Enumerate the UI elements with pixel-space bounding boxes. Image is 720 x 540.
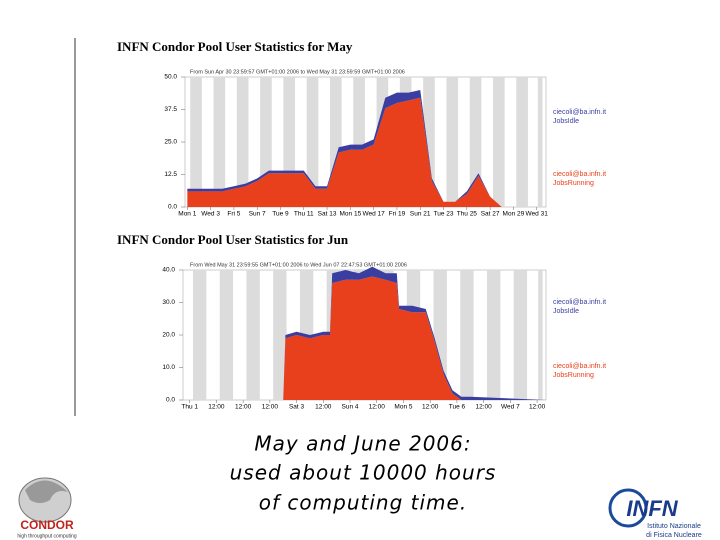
band [538, 270, 543, 400]
band [469, 77, 482, 207]
x-tick-label: Sat 27 [481, 211, 500, 218]
band [353, 77, 365, 207]
legend-entry: ciecoli@ba.infn.it JobsIdle [553, 299, 607, 315]
x-tick-label: 12:00 [422, 404, 439, 411]
x-tick-label: Wed 31 [526, 211, 549, 218]
x-tick-label: Wed 17 [363, 211, 386, 218]
y-tick-label: 12.5 [164, 171, 177, 178]
band [446, 77, 459, 207]
x-tick-label: Mon 15 [340, 211, 362, 218]
x-tick-label: Wed 7 [501, 404, 520, 411]
band [513, 270, 528, 400]
y-tick-label: 30.0 [162, 299, 175, 306]
y-tick-label: 25.0 [164, 139, 177, 146]
band [283, 77, 296, 207]
band [537, 77, 543, 207]
legend-entry: ciecoli@ba.infn.it JobsRunning [553, 363, 607, 379]
legend-entry: ciecoli@ba.infn.it JobsRunning [553, 171, 607, 187]
logo-text: CONDOR [20, 518, 74, 532]
x-tick-label: 12:00 [476, 404, 493, 411]
chart-title: INFN Condor Pool User Statistics for Jun [117, 232, 349, 247]
logo-text: high throughput computing [17, 533, 76, 539]
caption: used about 10000 hours [230, 461, 497, 485]
chart-subtitle: From Wed May 31 23:59:55 GMT+01:00 2006 … [190, 262, 407, 268]
x-tick-label: Thu 25 [457, 211, 478, 218]
area [187, 90, 537, 207]
band [260, 77, 272, 207]
x-tick-label: Fri 5 [227, 211, 240, 218]
x-tick-label: Sun 4 [342, 404, 359, 411]
caption: of computing time. [259, 491, 467, 515]
logo-text: INFN [626, 496, 678, 521]
band [213, 77, 226, 207]
chart-subtitle: From Sun Apr 30 23:59:57 GMT+01:00 2006 … [190, 69, 405, 75]
condor-logo: CONDOR high throughput computing [17, 477, 77, 539]
logo-text: di Fisica Nucleare [646, 532, 702, 539]
legend-entry: ciecoli@ba.infn.it JobsIdle [553, 109, 607, 125]
x-tick-label: Sat 13 [318, 211, 337, 218]
y-tick-label: 10.0 [162, 364, 175, 371]
y-tick-label: 0.0 [166, 397, 175, 404]
y-tick-label: 0.0 [168, 204, 177, 211]
band [306, 77, 319, 207]
band [246, 270, 260, 400]
y-tick-label: 37.5 [164, 106, 177, 113]
band [193, 270, 207, 400]
y-tick-label: 40.0 [162, 267, 175, 274]
x-tick-label: Thu 11 [294, 211, 314, 218]
x-tick-label: Mon 5 [394, 404, 412, 411]
band [460, 270, 474, 400]
area [189, 276, 547, 400]
band [486, 270, 501, 400]
x-tick-label: 12:00 [262, 404, 279, 411]
x-tick-label: 12:00 [235, 404, 252, 411]
band [423, 77, 435, 207]
y-tick-label: 20.0 [162, 332, 175, 339]
x-tick-label: 12:00 [208, 404, 225, 411]
band [493, 77, 505, 207]
x-tick-label: 12:00 [529, 404, 546, 411]
x-tick-label: Mon 29 [503, 211, 525, 218]
chart-title: INFN Condor Pool User Statistics for May [117, 39, 353, 54]
area [187, 97, 537, 207]
x-tick-label: Mon 1 [178, 211, 196, 218]
x-tick-label: Tue 6 [449, 404, 466, 411]
band [236, 77, 249, 207]
infn-logo: INFN Istituto Nazionale di Fisica Nuclea… [608, 488, 702, 539]
band [273, 270, 287, 400]
x-tick-label: Tue 23 [434, 211, 454, 218]
band [329, 77, 342, 207]
x-tick-label: Sun 7 [249, 211, 266, 218]
band [219, 270, 234, 400]
x-tick-label: Sat 3 [289, 404, 305, 411]
x-tick-label: Tue 9 [272, 211, 289, 218]
x-tick-label: Thu 1 [181, 404, 198, 411]
logo-text: Istituto Nazionale [647, 523, 701, 530]
x-tick-label: Fri 19 [389, 211, 406, 218]
caption: May and June 2006: [254, 432, 471, 456]
y-tick-label: 50.0 [164, 74, 177, 81]
x-tick-label: 12:00 [315, 404, 332, 411]
x-tick-label: Sun 21 [410, 211, 431, 218]
x-tick-label: 12:00 [369, 404, 386, 411]
band [190, 77, 202, 207]
x-tick-label: Wed 3 [201, 211, 220, 218]
band [516, 77, 528, 207]
